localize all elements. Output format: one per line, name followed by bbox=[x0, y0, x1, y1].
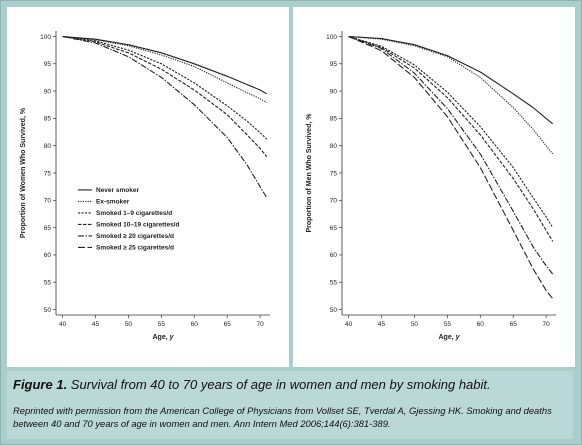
women-y-tick-label: 75 bbox=[44, 170, 52, 177]
women-chart-panel bbox=[7, 7, 289, 367]
women-y-tick-label: 70 bbox=[44, 198, 52, 205]
men-series-line-3 bbox=[348, 35, 554, 228]
women-x-tick-label: 55 bbox=[158, 321, 166, 328]
men-y-tick-label: 65 bbox=[330, 225, 338, 232]
women-y-tick-label: 85 bbox=[44, 116, 52, 123]
men-x-tick-label: 70 bbox=[543, 321, 551, 328]
women-y-tick-label: 80 bbox=[44, 143, 52, 150]
men-x-tick-label: 55 bbox=[444, 321, 452, 328]
men-y-tick-label: 75 bbox=[330, 170, 338, 177]
caption-note: Reprinted with permission from the Ameri… bbox=[13, 405, 552, 429]
legend-label-1: Never smoker bbox=[96, 187, 139, 194]
women-y-tick-label: 60 bbox=[44, 252, 52, 259]
men-x-tick-label: 50 bbox=[411, 321, 419, 328]
caption-title-text: Survival from 40 to 70 years of age in w… bbox=[67, 377, 491, 392]
women-series-line-2 bbox=[62, 35, 267, 103]
legend-label-3: Smoked 1–9 cigarettes/d bbox=[96, 210, 172, 217]
men-y-tick-label: 70 bbox=[330, 198, 338, 205]
women-y-tick-label: 65 bbox=[44, 225, 52, 232]
women-series-line-5 bbox=[62, 35, 268, 198]
women-x-tick-label: 60 bbox=[191, 321, 199, 328]
men-y-tick-label: 85 bbox=[330, 116, 338, 123]
chart-area: 50 55 60 65 70 75 80 85 90 95 100 40 45 50 55 60 65 70 Age… bbox=[7, 7, 575, 367]
men-x-tick-label: 65 bbox=[510, 321, 518, 328]
men-series-line-6 bbox=[348, 35, 554, 299]
women-y-tick-label: 95 bbox=[44, 61, 52, 68]
men-y-tick-label: 95 bbox=[330, 61, 338, 68]
women-y-tick-label: 50 bbox=[44, 307, 52, 314]
women-y-tick-label: 55 bbox=[44, 280, 52, 287]
legend-label-4: Smoked 10–19 cigarettes/d bbox=[96, 222, 179, 229]
men-x-tick-label: 40 bbox=[345, 321, 353, 328]
survival-charts-svg: 50 55 60 65 70 75 80 85 90 95 100 40 45 50 55 60 65 70 Age… bbox=[7, 7, 575, 367]
women-x-axis-label: Age, y bbox=[152, 334, 174, 341]
figure-caption: Figure 1. Survival from 40 to 70 years o… bbox=[7, 371, 573, 439]
women-y-tick-label: 90 bbox=[44, 88, 52, 95]
men-series-line-2 bbox=[348, 35, 554, 155]
men-y-axis-label: Proportion of Men Who Survived, % bbox=[306, 113, 313, 233]
women-x-tick-label: 40 bbox=[59, 321, 67, 328]
legend-label-5: Smoked ≥ 20 cigarettes/d bbox=[96, 233, 174, 240]
women-y-axis-label: Proportion of Women Who Survived, % bbox=[20, 107, 27, 238]
men-x-tick-label: 60 bbox=[477, 321, 485, 328]
men-y-tick-label: 100 bbox=[326, 34, 337, 41]
men-y-tick-label: 50 bbox=[330, 307, 338, 314]
women-x-tick-label: 70 bbox=[257, 321, 265, 328]
legend-label-6: Smoked ≥ 25 cigarettes/d bbox=[96, 245, 174, 252]
women-x-tick-label: 45 bbox=[92, 321, 100, 328]
men-y-tick-label: 90 bbox=[330, 88, 338, 95]
men-series-line-5 bbox=[348, 35, 554, 275]
men-y-tick-label: 60 bbox=[330, 252, 338, 259]
men-series-line-1 bbox=[348, 35, 554, 125]
caption-label: Figure 1. bbox=[13, 377, 68, 392]
women-series-line-1 bbox=[62, 35, 267, 95]
men-x-tick-label: 45 bbox=[378, 321, 386, 328]
women-series-line-3 bbox=[62, 35, 268, 140]
men-series-line-4 bbox=[348, 35, 554, 242]
caption-title: Figure 1. Survival from 40 to 70 years o… bbox=[13, 377, 491, 392]
men-y-tick-label: 55 bbox=[330, 280, 338, 287]
women-y-tick-label: 100 bbox=[40, 34, 51, 41]
women-x-tick-label: 65 bbox=[224, 321, 232, 328]
women-series-line-4 bbox=[62, 35, 268, 157]
legend-label-2: Ex-smoker bbox=[96, 199, 130, 206]
women-x-tick-label: 50 bbox=[125, 321, 133, 328]
men-x-axis-label: Age, y bbox=[438, 334, 460, 341]
men-y-tick-label: 80 bbox=[330, 143, 338, 150]
men-chart-panel bbox=[293, 7, 575, 367]
